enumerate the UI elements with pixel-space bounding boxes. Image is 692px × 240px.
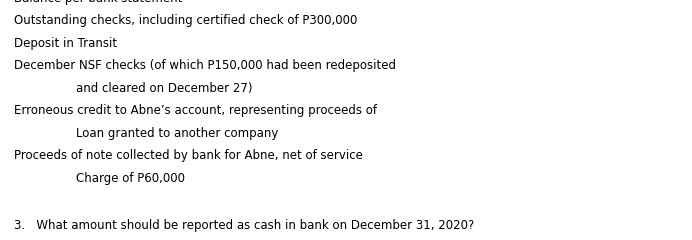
Text: Outstanding checks, including certified check of P300,000: Outstanding checks, including certified … xyxy=(14,14,357,27)
Text: Charge of P60,000: Charge of P60,000 xyxy=(76,172,185,185)
Text: Deposit in Transit: Deposit in Transit xyxy=(14,37,117,50)
Text: Loan granted to another company: Loan granted to another company xyxy=(76,127,279,140)
Text: December NSF checks (of which P150,000 had been redeposited: December NSF checks (of which P150,000 h… xyxy=(14,59,396,72)
Text: 3.   What amount should be reported as cash in bank on December 31, 2020?: 3. What amount should be reported as cas… xyxy=(14,219,474,232)
Text: Balance per bank statement: Balance per bank statement xyxy=(14,0,182,5)
Text: Proceeds of note collected by bank for Abne, net of service: Proceeds of note collected by bank for A… xyxy=(14,149,363,162)
Text: Erroneous credit to Abne’s account, representing proceeds of: Erroneous credit to Abne’s account, repr… xyxy=(14,104,377,117)
Text: and cleared on December 27): and cleared on December 27) xyxy=(76,82,253,95)
